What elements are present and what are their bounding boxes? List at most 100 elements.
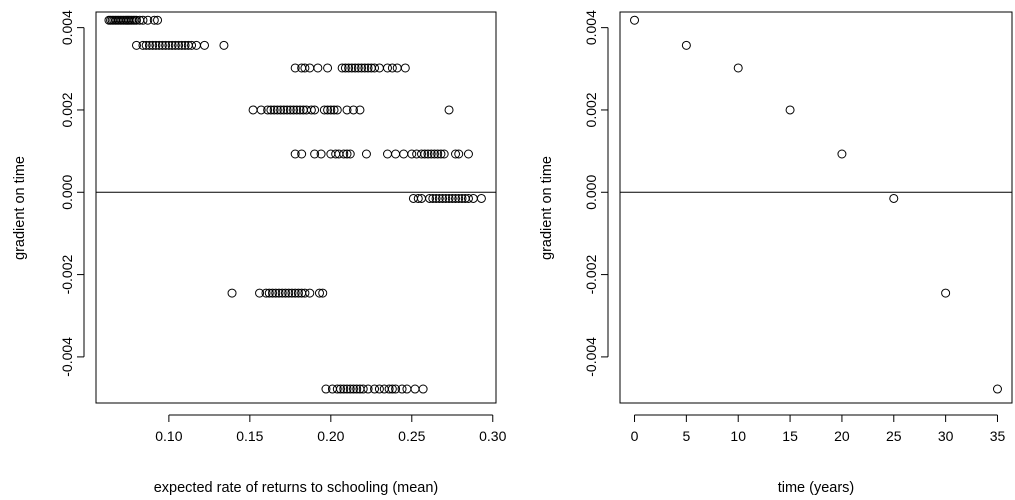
- data-point: [360, 63, 370, 73]
- data-point: [285, 105, 295, 115]
- data-point: [370, 63, 380, 73]
- data-point: [451, 193, 461, 203]
- data-point: [200, 40, 210, 50]
- data-point: [180, 40, 190, 50]
- left-scatter-panel: expected rate of returns to schooling (m…: [12, 10, 507, 496]
- data-point: [336, 384, 346, 394]
- data-point: [397, 384, 407, 394]
- data-point: [337, 63, 347, 73]
- x-tick-label: 0.15: [236, 428, 263, 444]
- data-point: [284, 288, 294, 298]
- data-point: [164, 40, 174, 50]
- data-point: [348, 105, 358, 115]
- data-point: [630, 15, 640, 25]
- data-point: [429, 149, 439, 159]
- y-tick-label: 0.000: [59, 175, 75, 210]
- y-tick-label: 0.004: [59, 10, 75, 45]
- data-point: [374, 63, 384, 73]
- data-point: [326, 149, 336, 159]
- data-point: [332, 384, 342, 394]
- data-point: [326, 105, 336, 115]
- data-point: [463, 193, 473, 203]
- data-point: [681, 40, 691, 50]
- data-point: [277, 288, 287, 298]
- data-point: [733, 63, 743, 73]
- data-point: [323, 63, 333, 73]
- data-point: [423, 149, 433, 159]
- data-point: [382, 149, 392, 159]
- data-point: [264, 288, 274, 298]
- data-point: [347, 63, 357, 73]
- data-point: [287, 288, 297, 298]
- data-point: [426, 149, 436, 159]
- data-point: [387, 63, 397, 73]
- data-point: [428, 193, 438, 203]
- data-point: [379, 384, 389, 394]
- data-point: [358, 384, 368, 394]
- data-point: [177, 40, 187, 50]
- data-point: [290, 63, 300, 73]
- data-point: [444, 193, 454, 203]
- data-point: [417, 149, 427, 159]
- data-point: [399, 149, 409, 159]
- y-tick-label: 0.002: [59, 92, 75, 127]
- data-point: [434, 193, 444, 203]
- data-point: [431, 193, 441, 203]
- data-point: [274, 288, 284, 298]
- data-point: [261, 288, 271, 298]
- data-point: [436, 149, 446, 159]
- y-tick-label: 0.002: [583, 92, 599, 127]
- x-tick-label: 0.25: [398, 428, 425, 444]
- data-point: [157, 40, 167, 50]
- data-point: [447, 193, 457, 203]
- data-point: [391, 384, 401, 394]
- data-point: [131, 15, 141, 25]
- y-tick-label: 0.004: [583, 10, 599, 45]
- x-tick-label: 25: [886, 428, 902, 444]
- data-point: [374, 384, 384, 394]
- x-tick-label: 35: [990, 428, 1006, 444]
- data-point: [353, 63, 363, 73]
- data-point: [468, 193, 478, 203]
- data-point: [161, 40, 171, 50]
- data-point: [402, 384, 412, 394]
- plot-frame: [95, 11, 497, 404]
- data-point: [293, 288, 303, 298]
- data-point: [837, 149, 847, 159]
- data-point: [276, 105, 286, 115]
- data-point: [295, 105, 305, 115]
- y-tick-label: -0.002: [583, 255, 599, 295]
- data-point: [420, 149, 430, 159]
- data-point: [410, 384, 420, 394]
- data-point: [323, 105, 333, 115]
- data-point: [248, 105, 258, 115]
- data-point: [266, 105, 276, 115]
- data-point: [300, 288, 310, 298]
- x-tick-label: 15: [782, 428, 798, 444]
- data-point: [345, 384, 355, 394]
- data-point: [263, 105, 273, 115]
- data-point: [321, 384, 331, 394]
- data-point: [318, 288, 328, 298]
- data-point: [363, 63, 373, 73]
- data-point: [289, 105, 299, 115]
- data-point: [457, 193, 467, 203]
- data-point: [476, 193, 486, 203]
- data-point: [418, 384, 428, 394]
- data-point: [290, 149, 300, 159]
- data-point: [339, 149, 349, 159]
- data-point: [433, 149, 443, 159]
- data-point: [305, 63, 315, 73]
- x-tick-label: 0: [631, 428, 639, 444]
- x-tick-label: 20: [834, 428, 850, 444]
- data-point: [170, 40, 180, 50]
- data-point: [941, 288, 951, 298]
- data-point: [355, 105, 365, 115]
- data-point: [154, 40, 164, 50]
- data-point: [148, 40, 158, 50]
- data-point: [271, 288, 281, 298]
- data-point: [444, 105, 454, 115]
- data-point: [319, 105, 329, 115]
- data-point: [342, 384, 352, 394]
